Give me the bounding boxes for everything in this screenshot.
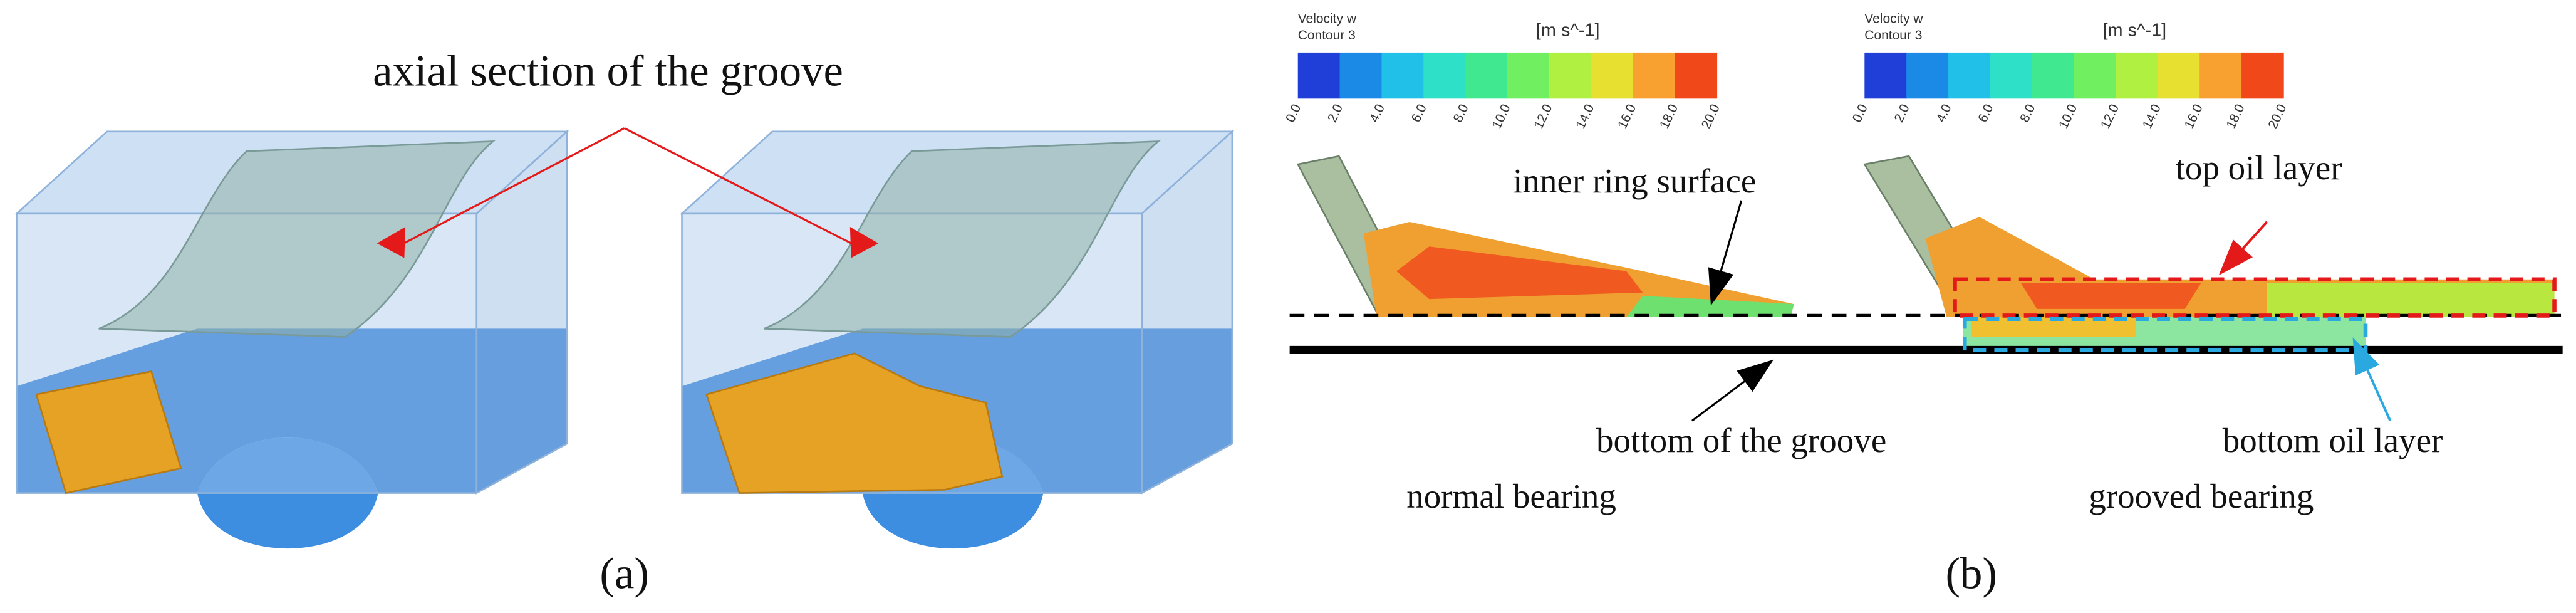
- colorbar-tick-label: 10.0: [2056, 102, 2080, 132]
- colorbar-tick-label: 8.0: [2017, 102, 2038, 125]
- colorbar-tick-label: 0.0: [1283, 102, 1304, 125]
- colorbar-tick-label: 20.0: [1699, 102, 1723, 132]
- top-oil-box: [1953, 277, 2557, 318]
- colorbar-tick-label: 16.0: [1615, 102, 1639, 132]
- arrow-head: [377, 227, 406, 258]
- colorbar-title: Velocity w: [1298, 12, 1357, 26]
- colorbar-segment: [1297, 52, 1341, 99]
- arrow: [397, 127, 625, 248]
- colorbar-segment: [1549, 52, 1592, 99]
- colorbar-segment: [2032, 52, 2075, 99]
- arrow: [2218, 221, 2268, 276]
- colorbar-tick-label: 0.0: [1850, 102, 1871, 125]
- colorbar-tick-label: 18.0: [2224, 102, 2248, 132]
- label: grooved bearing: [2089, 477, 2314, 515]
- colorbar-segment: [2241, 52, 2284, 99]
- colorbar-tick-label: 2.0: [1325, 102, 1346, 125]
- colorbar-segment: [2074, 52, 2117, 99]
- arrow: [1708, 200, 1743, 306]
- colorbar-tick-label: 12.0: [2098, 102, 2122, 132]
- annotation: axial section of the groove: [373, 46, 843, 95]
- caption: (b): [1945, 550, 1997, 599]
- colorbar-unit: [m s^-1]: [1536, 21, 1600, 41]
- colorbar-segment: [1864, 52, 1907, 99]
- colorbar-subtitle: Contour 3: [1298, 28, 1356, 43]
- colorbar-tick-label: 20.0: [2265, 102, 2289, 132]
- colorbar-tick-label: 8.0: [1451, 102, 1472, 125]
- label: bottom oil layer: [2223, 421, 2443, 459]
- colorbar-tick-label: 18.0: [1657, 102, 1681, 132]
- colorbar-unit: [m s^-1]: [2103, 21, 2167, 41]
- colorbar-title: Velocity w: [1864, 12, 1923, 26]
- caption: (a): [600, 550, 649, 599]
- arrow: [1691, 359, 1774, 422]
- colorbar-tick-label: 14.0: [1573, 102, 1597, 132]
- colorbar-segment: [1381, 52, 1425, 99]
- arrow: [2352, 337, 2392, 422]
- colorbar-tick-label: 6.0: [1975, 102, 1996, 125]
- label: top oil layer: [2176, 149, 2342, 187]
- contour-plot: [1296, 155, 2555, 350]
- arrow-head: [849, 227, 879, 258]
- colorbar-segment: [1675, 52, 1718, 99]
- colorbar-subtitle: Contour 3: [1864, 28, 1922, 43]
- colorbar-segment: [1339, 52, 1383, 99]
- colorbar-segment: [1990, 52, 2033, 99]
- bottom-oil-box: [1962, 317, 2368, 352]
- label: bottom of the groove: [1596, 421, 1886, 459]
- colorbar-tick-label: 16.0: [2182, 102, 2206, 132]
- colorbar-segment: [2116, 52, 2159, 99]
- colorbar-segment: [1633, 52, 1676, 99]
- colorbar-tick-label: 4.0: [1933, 102, 1954, 125]
- colorbar-tick-label: 6.0: [1409, 102, 1430, 125]
- colorbar-segment: [2199, 52, 2242, 99]
- colorbar-segment: [1423, 52, 1466, 99]
- colorbar-tick-label: 14.0: [2140, 102, 2164, 132]
- colorbar-tick-label: 4.0: [1367, 102, 1388, 125]
- label: normal bearing: [1406, 477, 1616, 515]
- colorbar-tick-label: 10.0: [1490, 102, 1514, 132]
- colorbar-segment: [1591, 52, 1634, 99]
- arrow: [624, 127, 858, 248]
- colorbar-tick-label: 2.0: [1892, 102, 1913, 125]
- label: inner ring surface: [1513, 162, 1756, 200]
- colorbar-segment: [1507, 52, 1550, 99]
- colorbar-tick-label: 12.0: [1531, 102, 1555, 132]
- colorbar-segment: [2158, 52, 2200, 99]
- colorbar-segment: [1948, 52, 1991, 99]
- colorbar-segment: [1465, 52, 1508, 99]
- oil-film: [35, 370, 182, 495]
- oil-film: [705, 352, 1004, 494]
- colorbar-segment: [1906, 52, 1949, 99]
